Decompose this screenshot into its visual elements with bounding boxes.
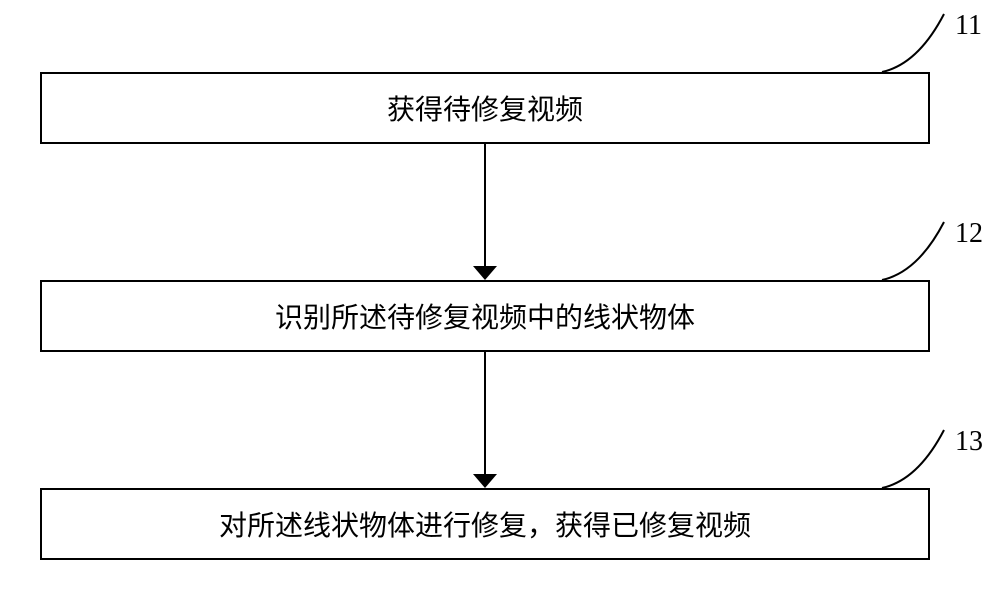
- step-label-3: 13: [955, 426, 983, 458]
- step-text-2: 识别所述待修复视频中的线状物体: [275, 296, 695, 336]
- curve-connector-2: [880, 220, 948, 282]
- arrow-head-2: [473, 474, 497, 488]
- step-text-1: 获得待修复视频: [387, 88, 583, 128]
- arrow-line-2: [484, 352, 486, 474]
- step-box-1: 获得待修复视频: [40, 72, 930, 144]
- step-label-2: 12: [955, 218, 983, 250]
- curve-connector-3: [880, 428, 948, 490]
- step-text-3: 对所述线状物体进行修复，获得已修复视频: [219, 504, 751, 544]
- arrow-head-1: [473, 266, 497, 280]
- step-box-2: 识别所述待修复视频中的线状物体: [40, 280, 930, 352]
- step-label-1: 11: [955, 10, 982, 42]
- step-box-3: 对所述线状物体进行修复，获得已修复视频: [40, 488, 930, 560]
- curve-connector-1: [880, 12, 948, 74]
- flowchart-container: 获得待修复视频 11 识别所述待修复视频中的线状物体 12 对所述线状物体进行修…: [0, 0, 1000, 614]
- arrow-line-1: [484, 144, 486, 266]
